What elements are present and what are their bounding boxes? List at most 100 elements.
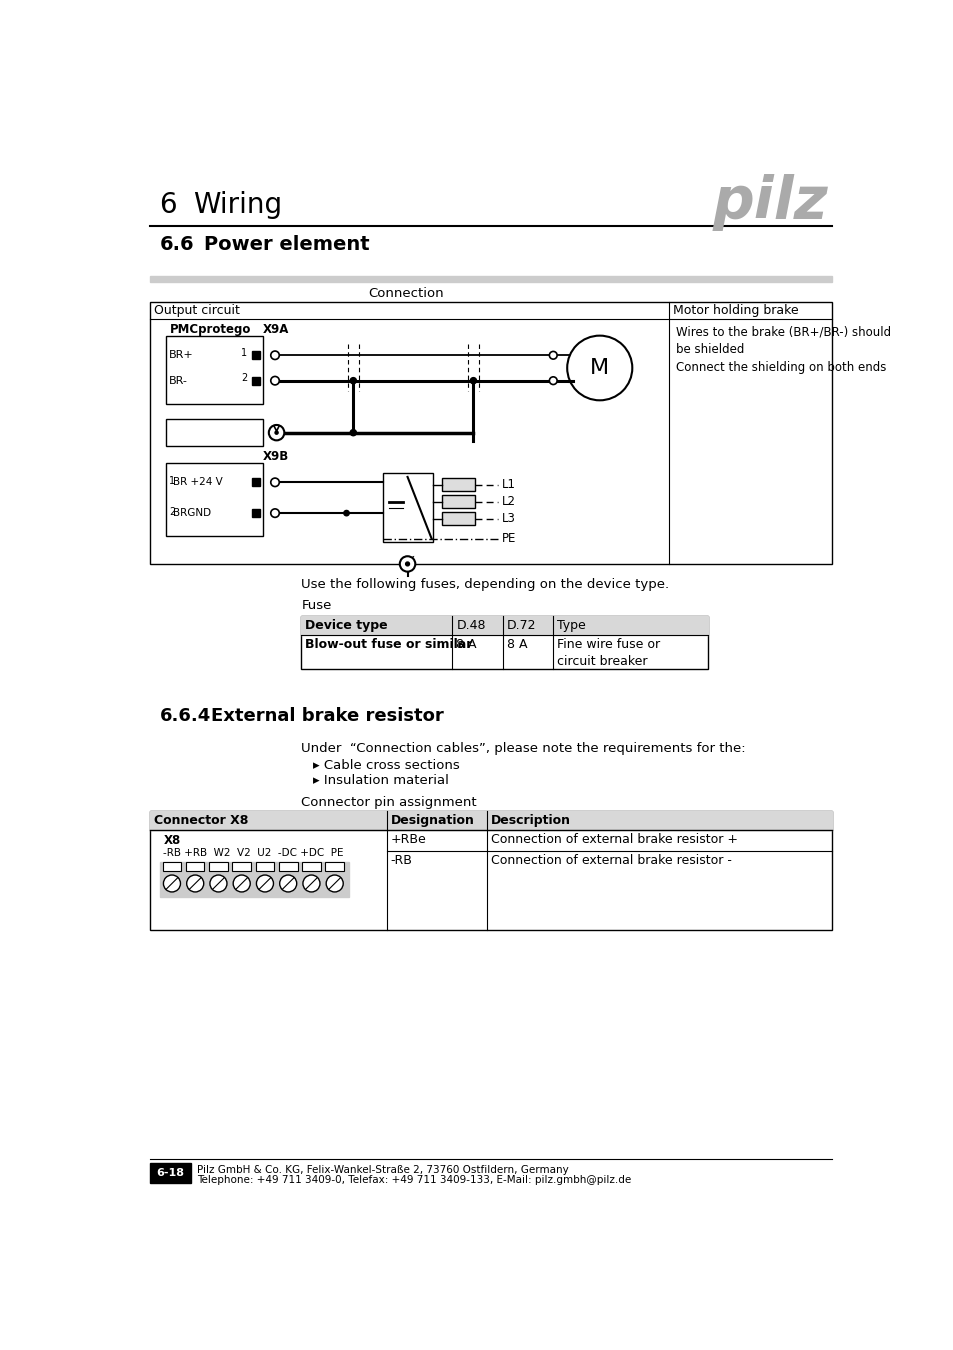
Bar — [252, 351, 259, 359]
Bar — [278, 861, 297, 871]
Text: BRGND: BRGND — [173, 508, 212, 518]
Text: Type: Type — [557, 620, 585, 632]
Text: PMCprotego: PMCprotego — [170, 323, 251, 336]
Text: Motor holding brake: Motor holding brake — [673, 305, 799, 317]
Text: Wiring: Wiring — [193, 192, 282, 219]
Bar — [301, 617, 707, 634]
Text: BR-: BR- — [169, 375, 188, 386]
Bar — [186, 861, 204, 871]
Circle shape — [163, 875, 180, 892]
Text: Connection of external brake resistor +: Connection of external brake resistor + — [491, 833, 738, 845]
Bar — [209, 861, 228, 871]
Bar — [150, 811, 831, 930]
Text: -RB +RB  W2  V2  U2  -DC +DC  PE: -RB +RB W2 V2 U2 -DC +DC PE — [163, 848, 344, 859]
Text: Connect the shielding on both ends: Connect the shielding on both ends — [675, 362, 885, 374]
Bar — [442, 478, 475, 491]
Bar — [252, 509, 259, 517]
Circle shape — [210, 875, 227, 892]
Text: Pilz GmbH & Co. KG, Felix-Wankel-Straße 2, 73760 Ostfildern, Germany: Pilz GmbH & Co. KG, Felix-Wankel-Straße … — [196, 1165, 568, 1176]
Bar — [301, 617, 707, 668]
Bar — [233, 861, 251, 871]
Text: External brake resistor: External brake resistor — [211, 707, 443, 725]
Text: L2: L2 — [501, 495, 516, 508]
Text: 6: 6 — [159, 192, 177, 219]
Text: Output circuit: Output circuit — [154, 305, 240, 317]
Text: Telephone: +49 711 3409-0, Telefax: +49 711 3409-133, E-Mail: pilz.gmbh@pilz.de: Telephone: +49 711 3409-0, Telefax: +49 … — [196, 1174, 630, 1184]
Bar — [162, 861, 181, 871]
Bar — [150, 302, 831, 564]
Text: Device type: Device type — [305, 620, 388, 632]
Text: Under  “Connection cables”, please note the requirements for the:: Under “Connection cables”, please note t… — [301, 741, 745, 755]
Text: BR+: BR+ — [169, 350, 193, 360]
Circle shape — [343, 510, 349, 516]
Text: X8: X8 — [163, 834, 180, 848]
Bar — [252, 478, 259, 486]
Text: Fine wire fuse or
circuit breaker: Fine wire fuse or circuit breaker — [557, 637, 659, 668]
Text: Connection: Connection — [368, 286, 443, 300]
Circle shape — [271, 478, 279, 486]
Text: 1: 1 — [169, 477, 174, 486]
Circle shape — [350, 378, 356, 383]
Text: BR +24 V: BR +24 V — [173, 478, 223, 487]
Bar — [159, 861, 348, 898]
Bar — [150, 811, 831, 830]
Text: D.72: D.72 — [506, 620, 536, 632]
Text: 6-18: 6-18 — [156, 1168, 184, 1179]
Text: Connector X8: Connector X8 — [154, 814, 248, 828]
Circle shape — [470, 378, 476, 383]
Bar — [166, 463, 262, 536]
Circle shape — [567, 336, 632, 401]
Circle shape — [271, 509, 279, 517]
Text: 6.6: 6.6 — [159, 235, 194, 254]
Text: -RB: -RB — [390, 855, 412, 867]
Bar — [166, 336, 262, 404]
Text: Use the following fuses, depending on the device type.: Use the following fuses, depending on th… — [301, 578, 669, 591]
Text: Blow-out fuse or similar: Blow-out fuse or similar — [305, 637, 472, 651]
Circle shape — [271, 377, 279, 385]
Circle shape — [233, 875, 250, 892]
Text: 2: 2 — [169, 508, 175, 517]
Text: Description: Description — [491, 814, 571, 828]
Circle shape — [269, 425, 284, 440]
Text: X9B: X9B — [262, 450, 289, 463]
Bar — [442, 495, 475, 508]
Text: Power element: Power element — [204, 235, 370, 254]
Bar — [166, 420, 262, 446]
Circle shape — [256, 875, 274, 892]
Text: 8 A: 8 A — [506, 637, 527, 651]
Circle shape — [399, 556, 415, 571]
Bar — [150, 1162, 191, 1183]
Text: pilz: pilz — [712, 174, 827, 231]
Text: 8 A: 8 A — [456, 637, 476, 651]
Bar — [442, 513, 475, 525]
Circle shape — [405, 562, 409, 566]
Text: D.48: D.48 — [456, 620, 485, 632]
Bar — [150, 275, 831, 282]
Circle shape — [274, 431, 278, 435]
Text: +RBe: +RBe — [390, 833, 426, 845]
Text: Wires to the brake (BR+/BR-) should
be shielded: Wires to the brake (BR+/BR-) should be s… — [675, 325, 890, 356]
Circle shape — [326, 875, 343, 892]
Bar — [302, 861, 320, 871]
Text: Connection of external brake resistor -: Connection of external brake resistor - — [491, 855, 731, 867]
Text: PE: PE — [501, 532, 516, 545]
Text: ▸ Cable cross sections: ▸ Cable cross sections — [313, 759, 459, 772]
Circle shape — [279, 875, 296, 892]
Bar — [252, 377, 259, 385]
Text: 2: 2 — [241, 373, 247, 383]
Text: Designation: Designation — [390, 814, 474, 828]
Circle shape — [303, 875, 319, 892]
Bar — [382, 472, 433, 543]
Text: Fuse: Fuse — [301, 599, 332, 613]
Circle shape — [187, 875, 204, 892]
Text: Connector pin assignment: Connector pin assignment — [301, 795, 476, 809]
Text: ~: ~ — [399, 548, 415, 567]
Text: M: M — [590, 358, 609, 378]
Text: ▸ Insulation material: ▸ Insulation material — [313, 774, 449, 787]
Bar — [255, 861, 274, 871]
Text: X9A: X9A — [262, 323, 289, 336]
Text: L3: L3 — [501, 512, 516, 525]
Circle shape — [271, 351, 279, 359]
Text: 6.6.4: 6.6.4 — [159, 707, 211, 725]
Bar — [325, 861, 344, 871]
